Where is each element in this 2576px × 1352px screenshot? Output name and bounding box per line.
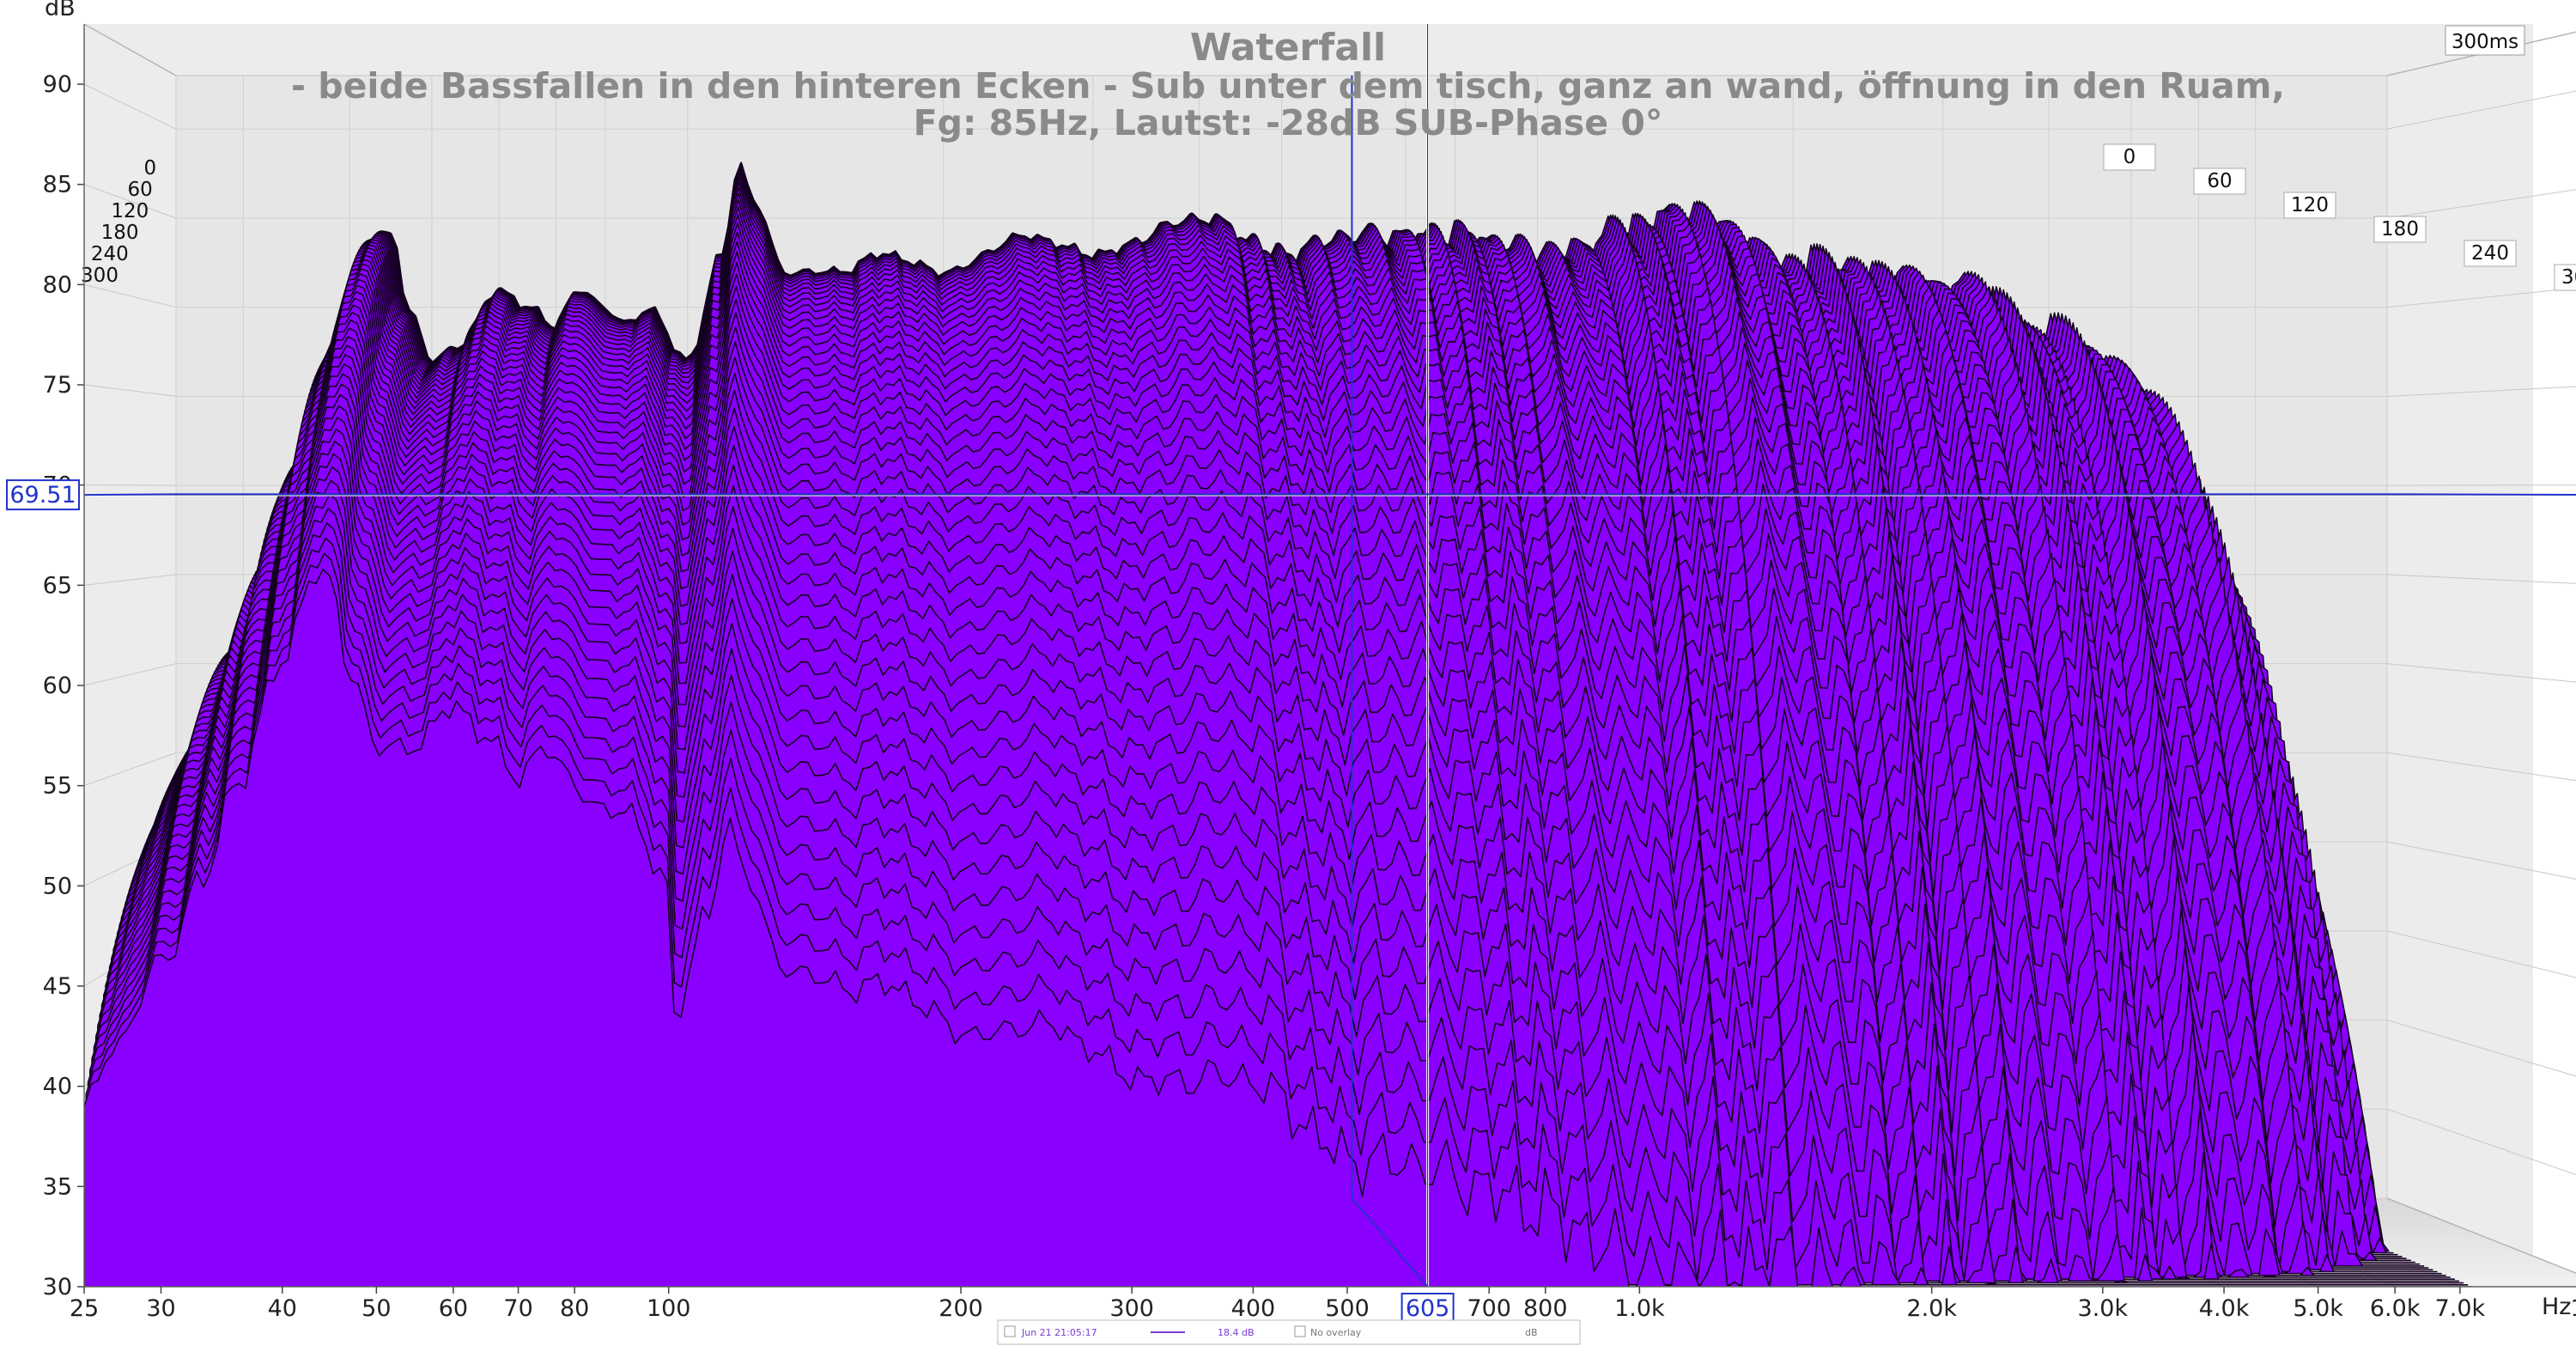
time-label-left-0: 0 [144, 157, 157, 180]
x-tick-label: 50 [361, 1295, 391, 1322]
x-tick-label: 40 [268, 1295, 297, 1322]
time-label-right-120: 120 [2284, 192, 2336, 218]
svg-text:240: 240 [2471, 242, 2509, 265]
legend-unit: dB [1525, 1327, 1538, 1338]
svg-text:69.51: 69.51 [9, 482, 76, 509]
time-label-left-180: 180 [101, 222, 139, 244]
svg-text:60: 60 [2207, 170, 2232, 192]
x-tick-label: 1.0k [1614, 1295, 1665, 1322]
x-tick-label: 500 [1325, 1295, 1370, 1322]
x-tick-label: 2.0k [1906, 1295, 1957, 1322]
svg-text:0: 0 [144, 157, 157, 180]
time-label-left-120: 120 [111, 200, 149, 222]
y-tick-label: 90 [43, 71, 72, 98]
y-tick-label: 50 [43, 873, 72, 899]
svg-text:605: 605 [1406, 1295, 1450, 1322]
cursor-freq-badge[interactable]: 605 [1402, 1294, 1454, 1323]
cursor-level-badge[interactable]: 69.51 [7, 480, 79, 509]
time-label-left-240: 240 [91, 243, 129, 265]
y-tick-label: 80 [43, 271, 72, 298]
x-tick-label: 300 [1109, 1295, 1154, 1322]
x-tick-label: 700 [1467, 1295, 1511, 1322]
legend: Jun 21 21:05:17 18.4 dB No overlay dB [998, 1320, 1580, 1344]
x-tick-label: 60 [439, 1295, 468, 1322]
y-tick-label: 40 [43, 1074, 72, 1100]
svg-text:0: 0 [2123, 146, 2136, 168]
x-tick-label: 7.0k [2435, 1295, 2486, 1322]
x-axis-unit: Hz [2542, 1294, 2571, 1320]
y-tick-label: 85 [43, 172, 72, 198]
svg-text:300: 300 [81, 265, 118, 287]
x-tick-label: 80 [560, 1295, 589, 1322]
y-tick-label: 45 [43, 973, 72, 1000]
time-label-right-60: 60 [2194, 168, 2245, 194]
y-tick-label: 60 [43, 673, 72, 699]
legend-date: Jun 21 21:05:17 [1021, 1327, 1097, 1338]
svg-text:180: 180 [101, 222, 139, 244]
time-label-left-60: 60 [127, 179, 152, 201]
svg-text:60: 60 [127, 179, 152, 201]
cursor-level-projection [84, 494, 2576, 495]
svg-text:120: 120 [2291, 194, 2329, 216]
x-tick-label: 30 [146, 1295, 175, 1322]
overlay-checkbox[interactable] [1005, 1326, 1015, 1337]
chart-title: Waterfall [1190, 26, 1386, 70]
x-tick-label: 3.0k [2078, 1295, 2129, 1322]
y-tick-label: 65 [43, 572, 72, 599]
svg-text:120: 120 [111, 200, 149, 222]
svg-text:240: 240 [91, 243, 129, 265]
time-range-badge: 300ms [2445, 26, 2524, 55]
y-tick-label: 35 [43, 1173, 72, 1200]
y-axis-label: dB [45, 0, 76, 21]
y-tick-label: 30 [43, 1274, 72, 1300]
y-tick-label: 75 [43, 372, 72, 399]
time-label-right-240: 240 [2464, 241, 2516, 266]
x-tick-label: 800 [1523, 1295, 1568, 1322]
x-tick-label: 400 [1231, 1295, 1276, 1322]
x-tick-label: 200 [939, 1295, 983, 1322]
y-tick-label: 55 [43, 773, 72, 800]
x-tick-label: 4.0k [2199, 1295, 2250, 1322]
x-tick-label: 5.0k [2293, 1295, 2343, 1322]
no-overlay-checkbox[interactable] [1295, 1326, 1305, 1337]
x-tick-label: 10.00k [2571, 1295, 2576, 1322]
x-tick-label: 6.0k [2370, 1295, 2421, 1322]
x-tick-label: 100 [647, 1295, 691, 1322]
x-tick-label: 25 [70, 1295, 99, 1322]
chart-subtitle-line-1: - beide Bassfallen in den hinteren Ecken… [291, 65, 2285, 107]
time-label-right-0: 0 [2104, 144, 2155, 170]
x-tick-label: 70 [503, 1295, 532, 1322]
time-label-right-300: 300 [2555, 265, 2576, 290]
chart-subtitle-line-2: Fg: 85Hz, Lautst: -28dB SUB-Phase 0° [914, 102, 1663, 143]
time-range-label: 300ms [2451, 31, 2518, 53]
svg-text:300: 300 [2561, 266, 2576, 289]
legend-overlay: No overlay [1310, 1327, 1362, 1338]
svg-text:180: 180 [2381, 218, 2419, 241]
legend-value: 18.4 dB [1218, 1327, 1255, 1338]
time-label-right-180: 180 [2374, 216, 2426, 242]
time-label-left-300: 300 [81, 265, 118, 287]
